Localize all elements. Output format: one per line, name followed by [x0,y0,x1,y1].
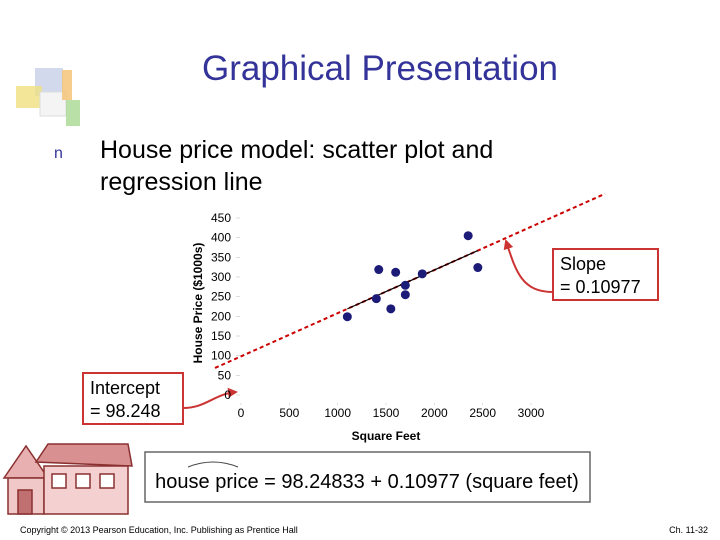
x-tick-label: 2000 [421,406,448,420]
data-point [374,265,384,275]
y-tick-label: 350 [211,250,231,264]
arrow [503,239,554,293]
y-tick-label: 0 [224,388,231,402]
data-point [473,263,483,273]
page-number: Ch. 11-32 [669,525,708,535]
data-point [391,267,401,277]
data-point [463,231,473,241]
data-point [386,304,396,314]
y-tick-label: 150 [211,329,231,343]
annotation: Slope [560,254,606,274]
x-tick-label: 500 [279,406,299,420]
y-tick-label: 250 [211,290,231,304]
plot: 0 50 100 150 200 250 300 350 400 450 0 500 1000 1500 2… [211,192,606,420]
regression-line [347,250,479,310]
bullet-text: regression line [100,168,263,196]
x-tick-label: 1000 [324,406,351,420]
y-tick-label: 100 [211,349,231,363]
y-tick-label: 450 [211,211,231,225]
y-axis-label: House Price ($1000s) [191,243,205,364]
y-tick-label: 300 [211,270,231,284]
x-tick-label: 0 [238,406,245,420]
annotation: = 0.10977 [560,277,641,297]
y-tick-label: 200 [211,309,231,323]
callout-box [82,372,184,425]
house-icon [2,443,133,515]
x-tick-label: 2500 [469,406,496,420]
bullet-text: House price model: scatter plot and [100,136,493,164]
callout-box [552,248,659,301]
decoration [16,68,80,126]
data-point [400,290,410,300]
equation: house price = 98.24833 + 0.10977 (square… [155,471,579,493]
y-tick-label: 400 [211,231,231,245]
data-point [342,312,352,322]
arrow [182,387,238,409]
x-tick-label: 1500 [373,406,400,420]
data-point [400,280,410,290]
y-tick-label: 50 [218,368,232,382]
data-point [371,294,381,304]
annotation: Intercept [90,378,160,398]
bullet: n [54,145,63,162]
data-point [417,269,427,279]
decoration [187,461,239,468]
x-tick-label: 3000 [518,406,545,420]
x-axis-label: Square Feet [352,429,421,443]
footer: Copyright © 2013 Pearson Education, Inc.… [20,525,298,535]
annotation: = 98.248 [90,401,161,421]
equation-box [144,451,591,503]
slide-title: Graphical Presentation [202,49,558,88]
